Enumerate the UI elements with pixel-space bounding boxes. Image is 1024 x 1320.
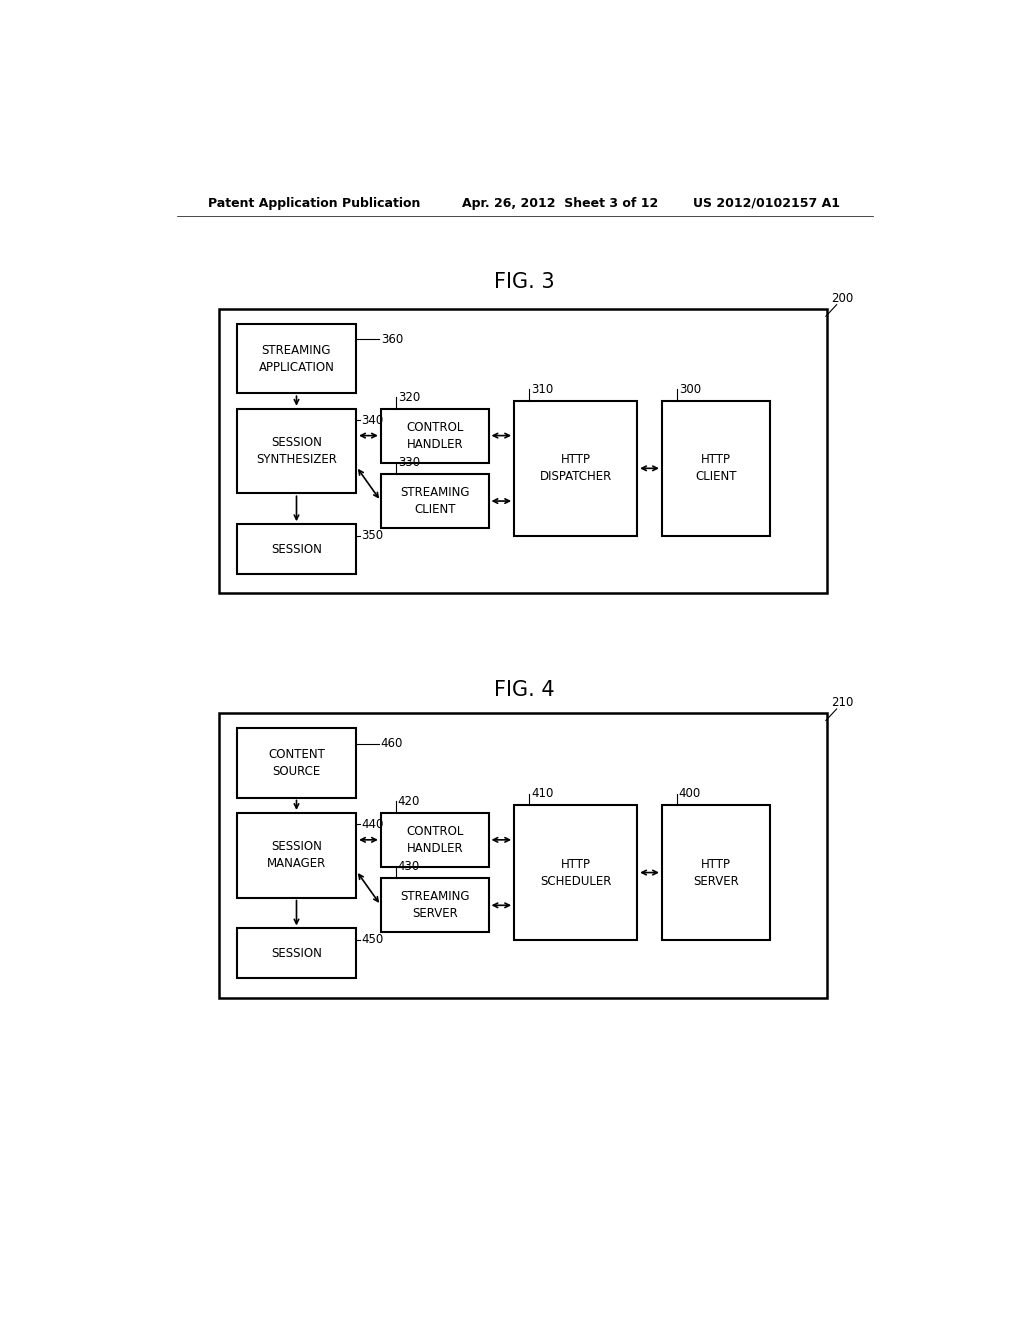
Bar <box>381 474 488 528</box>
Bar <box>237 323 356 393</box>
Bar <box>381 878 488 932</box>
Text: 340: 340 <box>361 413 384 426</box>
Text: STREAMING
SERVER: STREAMING SERVER <box>400 890 469 920</box>
Text: CONTENT
SOURCE: CONTENT SOURCE <box>268 748 325 777</box>
Text: 330: 330 <box>397 455 420 469</box>
Text: 460: 460 <box>381 737 403 750</box>
Text: Patent Application Publication: Patent Application Publication <box>208 197 420 210</box>
Bar <box>514 401 637 536</box>
Bar <box>514 805 637 940</box>
Bar <box>237 729 356 797</box>
Text: Apr. 26, 2012  Sheet 3 of 12: Apr. 26, 2012 Sheet 3 of 12 <box>462 197 657 210</box>
Text: CONTROL
HANDLER: CONTROL HANDLER <box>407 421 464 450</box>
Bar <box>237 928 356 978</box>
Text: SESSION
MANAGER: SESSION MANAGER <box>267 841 326 870</box>
Text: 440: 440 <box>361 818 384 832</box>
Text: 310: 310 <box>531 383 553 396</box>
Bar <box>662 805 770 940</box>
Text: 450: 450 <box>361 933 384 946</box>
Text: 320: 320 <box>397 391 420 404</box>
Text: STREAMING
APPLICATION: STREAMING APPLICATION <box>258 343 335 374</box>
Bar <box>662 401 770 536</box>
Text: CONTROL
HANDLER: CONTROL HANDLER <box>407 825 464 855</box>
Text: 360: 360 <box>381 333 403 346</box>
Bar <box>381 813 488 867</box>
Text: SESSION: SESSION <box>271 543 322 556</box>
Text: 200: 200 <box>831 292 854 305</box>
Bar <box>219 309 827 594</box>
Text: HTTP
DISPATCHER: HTTP DISPATCHER <box>540 453 611 483</box>
Bar <box>381 409 488 462</box>
Text: HTTP
SERVER: HTTP SERVER <box>693 858 738 887</box>
Text: FIG. 4: FIG. 4 <box>495 680 555 700</box>
Bar <box>237 524 356 574</box>
Text: SESSION
SYNTHESIZER: SESSION SYNTHESIZER <box>256 436 337 466</box>
Text: SESSION: SESSION <box>271 946 322 960</box>
Text: 430: 430 <box>397 861 420 874</box>
Bar <box>219 713 827 998</box>
Text: 350: 350 <box>361 529 384 543</box>
Text: HTTP
CLIENT: HTTP CLIENT <box>695 453 736 483</box>
Text: 400: 400 <box>679 787 701 800</box>
Text: 420: 420 <box>397 795 420 808</box>
Text: 410: 410 <box>531 787 553 800</box>
Text: STREAMING
CLIENT: STREAMING CLIENT <box>400 486 469 516</box>
Bar <box>237 409 356 494</box>
Text: FIG. 3: FIG. 3 <box>495 272 555 292</box>
Bar <box>237 813 356 898</box>
Text: HTTP
SCHEDULER: HTTP SCHEDULER <box>540 858 611 887</box>
Text: 210: 210 <box>831 696 854 709</box>
Text: US 2012/0102157 A1: US 2012/0102157 A1 <box>692 197 840 210</box>
Text: 300: 300 <box>679 383 700 396</box>
